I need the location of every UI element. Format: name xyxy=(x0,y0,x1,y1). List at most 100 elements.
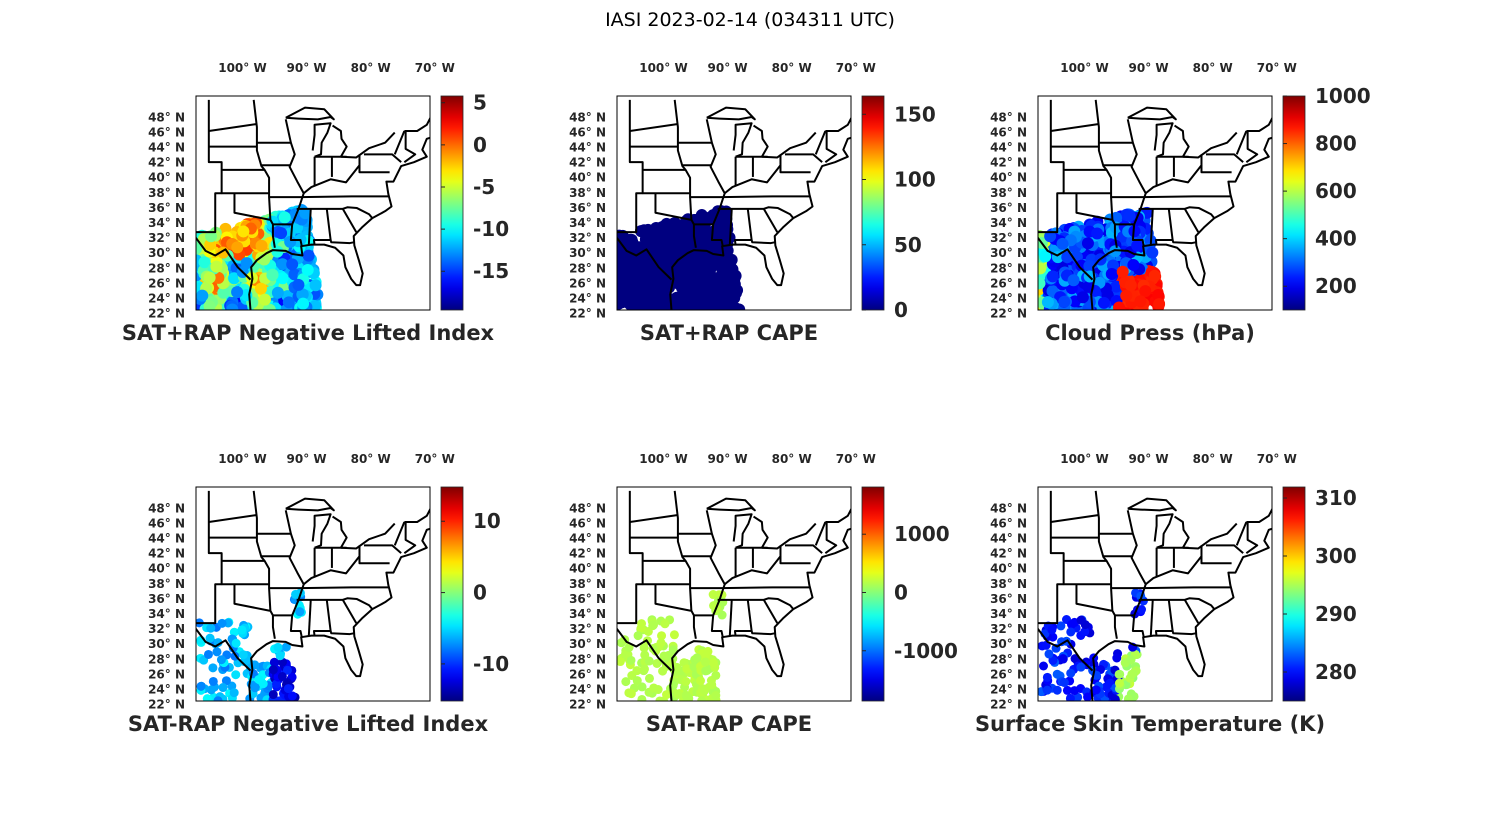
lon-tick-label: 100° W xyxy=(1060,61,1108,75)
lat-tick-label: 30° N xyxy=(990,246,1027,260)
lat-tick-label: 24° N xyxy=(569,291,606,305)
data-point xyxy=(626,655,636,665)
colorbar-tick-label: -10 xyxy=(473,652,509,676)
data-point xyxy=(654,249,667,262)
data-point xyxy=(1038,661,1048,671)
data-point xyxy=(295,607,305,617)
data-point xyxy=(683,292,696,305)
data-point xyxy=(708,590,718,600)
lat-tick-label: 30° N xyxy=(148,637,185,651)
colorbar xyxy=(440,95,464,311)
lon-tick-label: 70° W xyxy=(415,61,455,75)
border-line xyxy=(669,136,851,310)
lat-tick-label: 36° N xyxy=(990,592,1027,606)
data-point xyxy=(717,298,730,310)
border-line xyxy=(717,206,795,219)
data-point xyxy=(621,677,631,687)
data-point xyxy=(617,657,625,667)
lat-tick-label: 22° N xyxy=(148,698,185,712)
border-line xyxy=(1075,584,1112,612)
colorbar xyxy=(861,486,885,702)
colorbar-tick-label: 0 xyxy=(473,581,487,605)
data-layer xyxy=(196,204,324,310)
border-line xyxy=(1050,123,1100,133)
lon-tick-label: 70° W xyxy=(836,61,876,75)
lat-tick-label: 42° N xyxy=(148,547,185,561)
data-point xyxy=(202,694,212,701)
lat-tick-label: 22° N xyxy=(569,698,606,712)
lat-tick-label: 32° N xyxy=(148,622,185,636)
border-line xyxy=(340,522,396,550)
data-point xyxy=(681,677,691,687)
data-point xyxy=(699,216,712,229)
data-point xyxy=(1066,627,1076,637)
data-point xyxy=(1080,627,1090,637)
state-borders xyxy=(196,99,430,310)
data-point xyxy=(229,688,239,698)
data-point xyxy=(637,619,647,629)
border-line xyxy=(779,165,811,174)
colorbar-tick-label: 310 xyxy=(1315,486,1357,510)
data-point xyxy=(652,290,665,303)
colorbar-tick-label: 50 xyxy=(894,233,922,257)
border-line xyxy=(1111,195,1231,199)
colorbar-tick-label: 800 xyxy=(1315,132,1357,156)
colorbar-tick-label: 0 xyxy=(473,133,487,157)
data-point xyxy=(237,625,247,635)
lat-tick-label: 48° N xyxy=(569,501,606,515)
data-point xyxy=(284,235,297,248)
border-line xyxy=(732,513,753,549)
border-line xyxy=(1145,154,1203,195)
border-line xyxy=(825,507,851,524)
data-point xyxy=(287,691,297,701)
border-line xyxy=(312,599,332,637)
border-line xyxy=(1075,193,1112,221)
data-point xyxy=(263,303,276,310)
data-point xyxy=(196,289,209,302)
lon-tick-label: 100° W xyxy=(218,61,266,75)
data-point xyxy=(255,239,268,252)
data-point xyxy=(649,683,659,693)
border-line xyxy=(1183,208,1200,233)
data-point xyxy=(657,631,667,641)
border-line xyxy=(824,131,838,163)
data-point xyxy=(1038,277,1046,290)
axes-frame xyxy=(616,95,852,311)
border-line xyxy=(1182,522,1238,550)
border-line xyxy=(329,630,354,636)
data-point xyxy=(1112,653,1122,663)
data-point xyxy=(1105,267,1118,280)
border-line xyxy=(1127,106,1177,121)
data-point xyxy=(641,287,654,300)
lat-tick-label: 44° N xyxy=(148,141,185,155)
lat-tick-label: 44° N xyxy=(569,532,606,546)
border-line xyxy=(272,614,303,638)
border-line xyxy=(705,510,726,616)
border-line xyxy=(296,206,374,219)
state-borders xyxy=(1038,99,1272,310)
data-point xyxy=(203,300,216,310)
border-line xyxy=(1154,208,1174,246)
data-point xyxy=(218,683,228,693)
border-line xyxy=(403,522,417,554)
panel-title: Cloud Press (hPa) xyxy=(1045,321,1255,345)
data-point xyxy=(213,638,223,648)
lat-tick-label: 24° N xyxy=(569,682,606,696)
border-line xyxy=(1038,627,1094,672)
data-point xyxy=(617,246,627,259)
lon-tick-label: 80° W xyxy=(351,61,391,75)
data-point xyxy=(1052,669,1062,679)
data-point xyxy=(701,666,711,676)
border-line xyxy=(629,123,679,133)
lat-tick-label: 38° N xyxy=(148,577,185,591)
border-line xyxy=(1171,630,1196,636)
data-point xyxy=(205,230,218,243)
border-line xyxy=(1205,544,1244,554)
panel-title: SAT+RAP Negative Lifted Index xyxy=(122,321,495,345)
data-point xyxy=(276,272,289,285)
border-line xyxy=(724,545,782,586)
border-line xyxy=(311,513,332,549)
state-borders xyxy=(1038,490,1272,701)
data-point xyxy=(704,234,717,247)
data-point xyxy=(203,649,213,659)
